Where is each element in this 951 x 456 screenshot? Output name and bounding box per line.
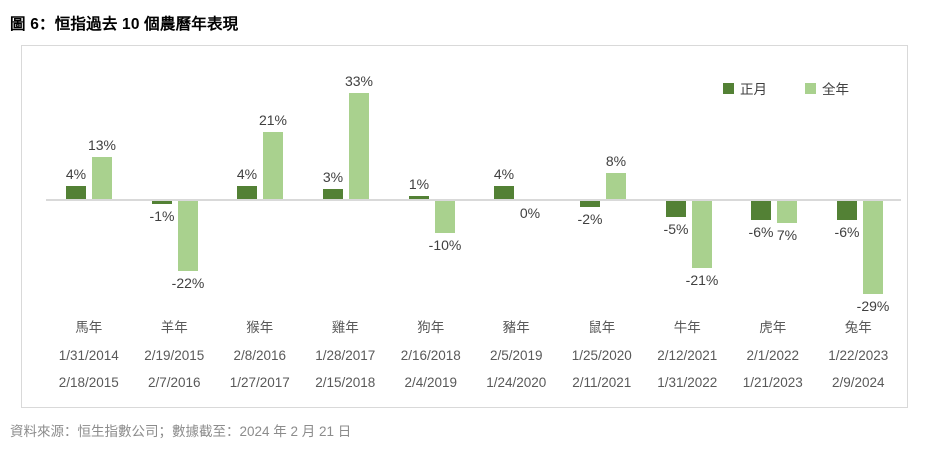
bar-label-first-month-7: -5% xyxy=(663,221,689,237)
x-axis-category-row: 馬年 羊年 猴年 雞年 狗年 豬年 鼠年 牛年 虎年 兔年 xyxy=(46,319,901,337)
x-label-start-date-2: 2/8/2016 xyxy=(233,348,287,363)
bar-label-full-year-6: 8% xyxy=(605,153,627,169)
x-label-end-date-3: 2/15/2018 xyxy=(315,375,376,390)
legend-label-first-month: 正月 xyxy=(740,82,767,97)
bar-first-month-4 xyxy=(408,196,429,199)
x-label-year-6: 鼠年 xyxy=(588,320,616,335)
full-year-swatch-icon xyxy=(805,82,816,94)
x-label-end-date-2: 1/27/2017 xyxy=(229,375,290,390)
bar-full-year-9 xyxy=(863,201,884,294)
bar-first-month-8 xyxy=(751,201,772,220)
bar-label-first-month-8: -6% xyxy=(748,224,774,240)
bar-label-full-year-3: 33% xyxy=(344,73,374,89)
x-label-year-8: 虎年 xyxy=(759,320,787,335)
legend-item-first-month: 正月 xyxy=(723,78,767,98)
bar-label-first-month-6: -2% xyxy=(577,211,603,227)
source-note: 資料來源：恒生指數公司；數據截至：2024 年 2 月 21 日 xyxy=(10,424,352,439)
bar-label-first-month-3: 3% xyxy=(322,169,344,185)
first-month-swatch-icon xyxy=(723,82,734,94)
x-label-end-date-1: 2/7/2016 xyxy=(147,375,201,390)
x-label-start-date-4: 2/16/2018 xyxy=(400,348,461,363)
chart-legend: 正月 全年 xyxy=(723,78,849,98)
bar-label-full-year-8: 7% xyxy=(776,227,798,243)
x-label-year-3: 雞年 xyxy=(331,320,359,335)
bar-label-first-month-9: -6% xyxy=(834,224,860,240)
bar-label-first-month-0: 4% xyxy=(65,166,87,182)
bar-full-year-1 xyxy=(177,201,198,271)
bar-label-full-year-1: -22% xyxy=(171,275,205,291)
bar-full-year-7 xyxy=(691,201,712,268)
zero-axis-line xyxy=(46,199,901,201)
bar-first-month-9 xyxy=(837,201,858,220)
x-label-year-1: 羊年 xyxy=(160,320,188,335)
bar-label-first-month-5: 4% xyxy=(493,166,515,182)
x-label-start-date-0: 1/31/2014 xyxy=(58,348,119,363)
bar-full-year-8 xyxy=(777,201,798,223)
x-label-year-5: 豬年 xyxy=(502,320,530,335)
x-label-start-date-3: 1/28/2017 xyxy=(315,348,376,363)
x-label-end-date-4: 2/4/2019 xyxy=(404,375,458,390)
x-label-year-0: 馬年 xyxy=(75,320,103,335)
chart-plot-box: 正月 全年 4% 13% -1% -22% 4% 21% 3% 33% 1% -10% 4% 0% -2… xyxy=(21,45,908,408)
bar-first-month-0 xyxy=(65,186,86,199)
bar-first-month-5 xyxy=(494,186,515,199)
x-label-end-date-9: 2/9/2024 xyxy=(831,375,885,390)
bar-label-full-year-2: 21% xyxy=(258,112,288,128)
x-label-start-date-6: 1/25/2020 xyxy=(571,348,632,363)
bar-label-first-month-1: -1% xyxy=(149,208,175,224)
bar-first-month-2 xyxy=(237,186,258,199)
bar-label-first-month-2: 4% xyxy=(236,166,258,182)
bar-label-full-year-0: 13% xyxy=(87,137,117,153)
x-axis-end-date-row: 2/18/2015 2/7/2016 1/27/2017 2/15/2018 2/4/2… xyxy=(46,374,901,392)
bar-label-full-year-7: -21% xyxy=(685,272,719,288)
x-label-end-date-6: 2/11/2021 xyxy=(572,375,632,390)
chart-title: 圖 6：恒指過去 10 個農曆年表現 xyxy=(10,16,239,33)
bar-label-first-month-4: 1% xyxy=(408,176,430,192)
x-label-end-date-8: 1/21/2023 xyxy=(742,375,803,390)
bar-label-full-year-9: -29% xyxy=(856,298,890,314)
bar-first-month-7 xyxy=(665,201,686,217)
x-label-start-date-7: 2/12/2021 xyxy=(657,348,718,363)
x-label-year-4: 狗年 xyxy=(417,320,445,335)
x-label-year-2: 猴年 xyxy=(246,320,274,335)
x-label-year-7: 牛年 xyxy=(673,320,701,335)
bar-full-year-3 xyxy=(348,93,369,199)
x-label-start-date-5: 2/5/2019 xyxy=(489,348,543,363)
plot-area: 4% 13% -1% -22% 4% 21% 3% 33% 1% -10% 4% 0% -2% 8% -5%… xyxy=(46,46,901,407)
bar-label-full-year-4: -10% xyxy=(428,237,462,253)
x-axis-start-date-row: 1/31/2014 2/19/2015 2/8/2016 1/28/2017 2/16/… xyxy=(46,347,901,365)
x-label-start-date-9: 1/22/2023 xyxy=(828,348,889,363)
bar-first-month-1 xyxy=(151,201,172,204)
x-label-year-9: 兔年 xyxy=(844,320,872,335)
bar-first-month-3 xyxy=(322,189,343,199)
x-label-end-date-7: 1/31/2022 xyxy=(657,375,718,390)
legend-label-full-year: 全年 xyxy=(822,82,849,97)
legend-item-full-year: 全年 xyxy=(805,78,849,98)
bar-first-month-6 xyxy=(580,201,601,207)
x-label-end-date-5: 1/24/2020 xyxy=(486,375,547,390)
x-label-start-date-1: 2/19/2015 xyxy=(144,348,205,363)
bar-full-year-0 xyxy=(91,157,112,199)
bar-label-full-year-5: 0% xyxy=(519,205,541,221)
bar-full-year-2 xyxy=(263,132,284,199)
bar-full-year-4 xyxy=(434,201,455,233)
bar-full-year-6 xyxy=(606,173,627,199)
x-label-start-date-8: 2/1/2022 xyxy=(746,348,800,363)
x-label-end-date-0: 2/18/2015 xyxy=(58,375,119,390)
